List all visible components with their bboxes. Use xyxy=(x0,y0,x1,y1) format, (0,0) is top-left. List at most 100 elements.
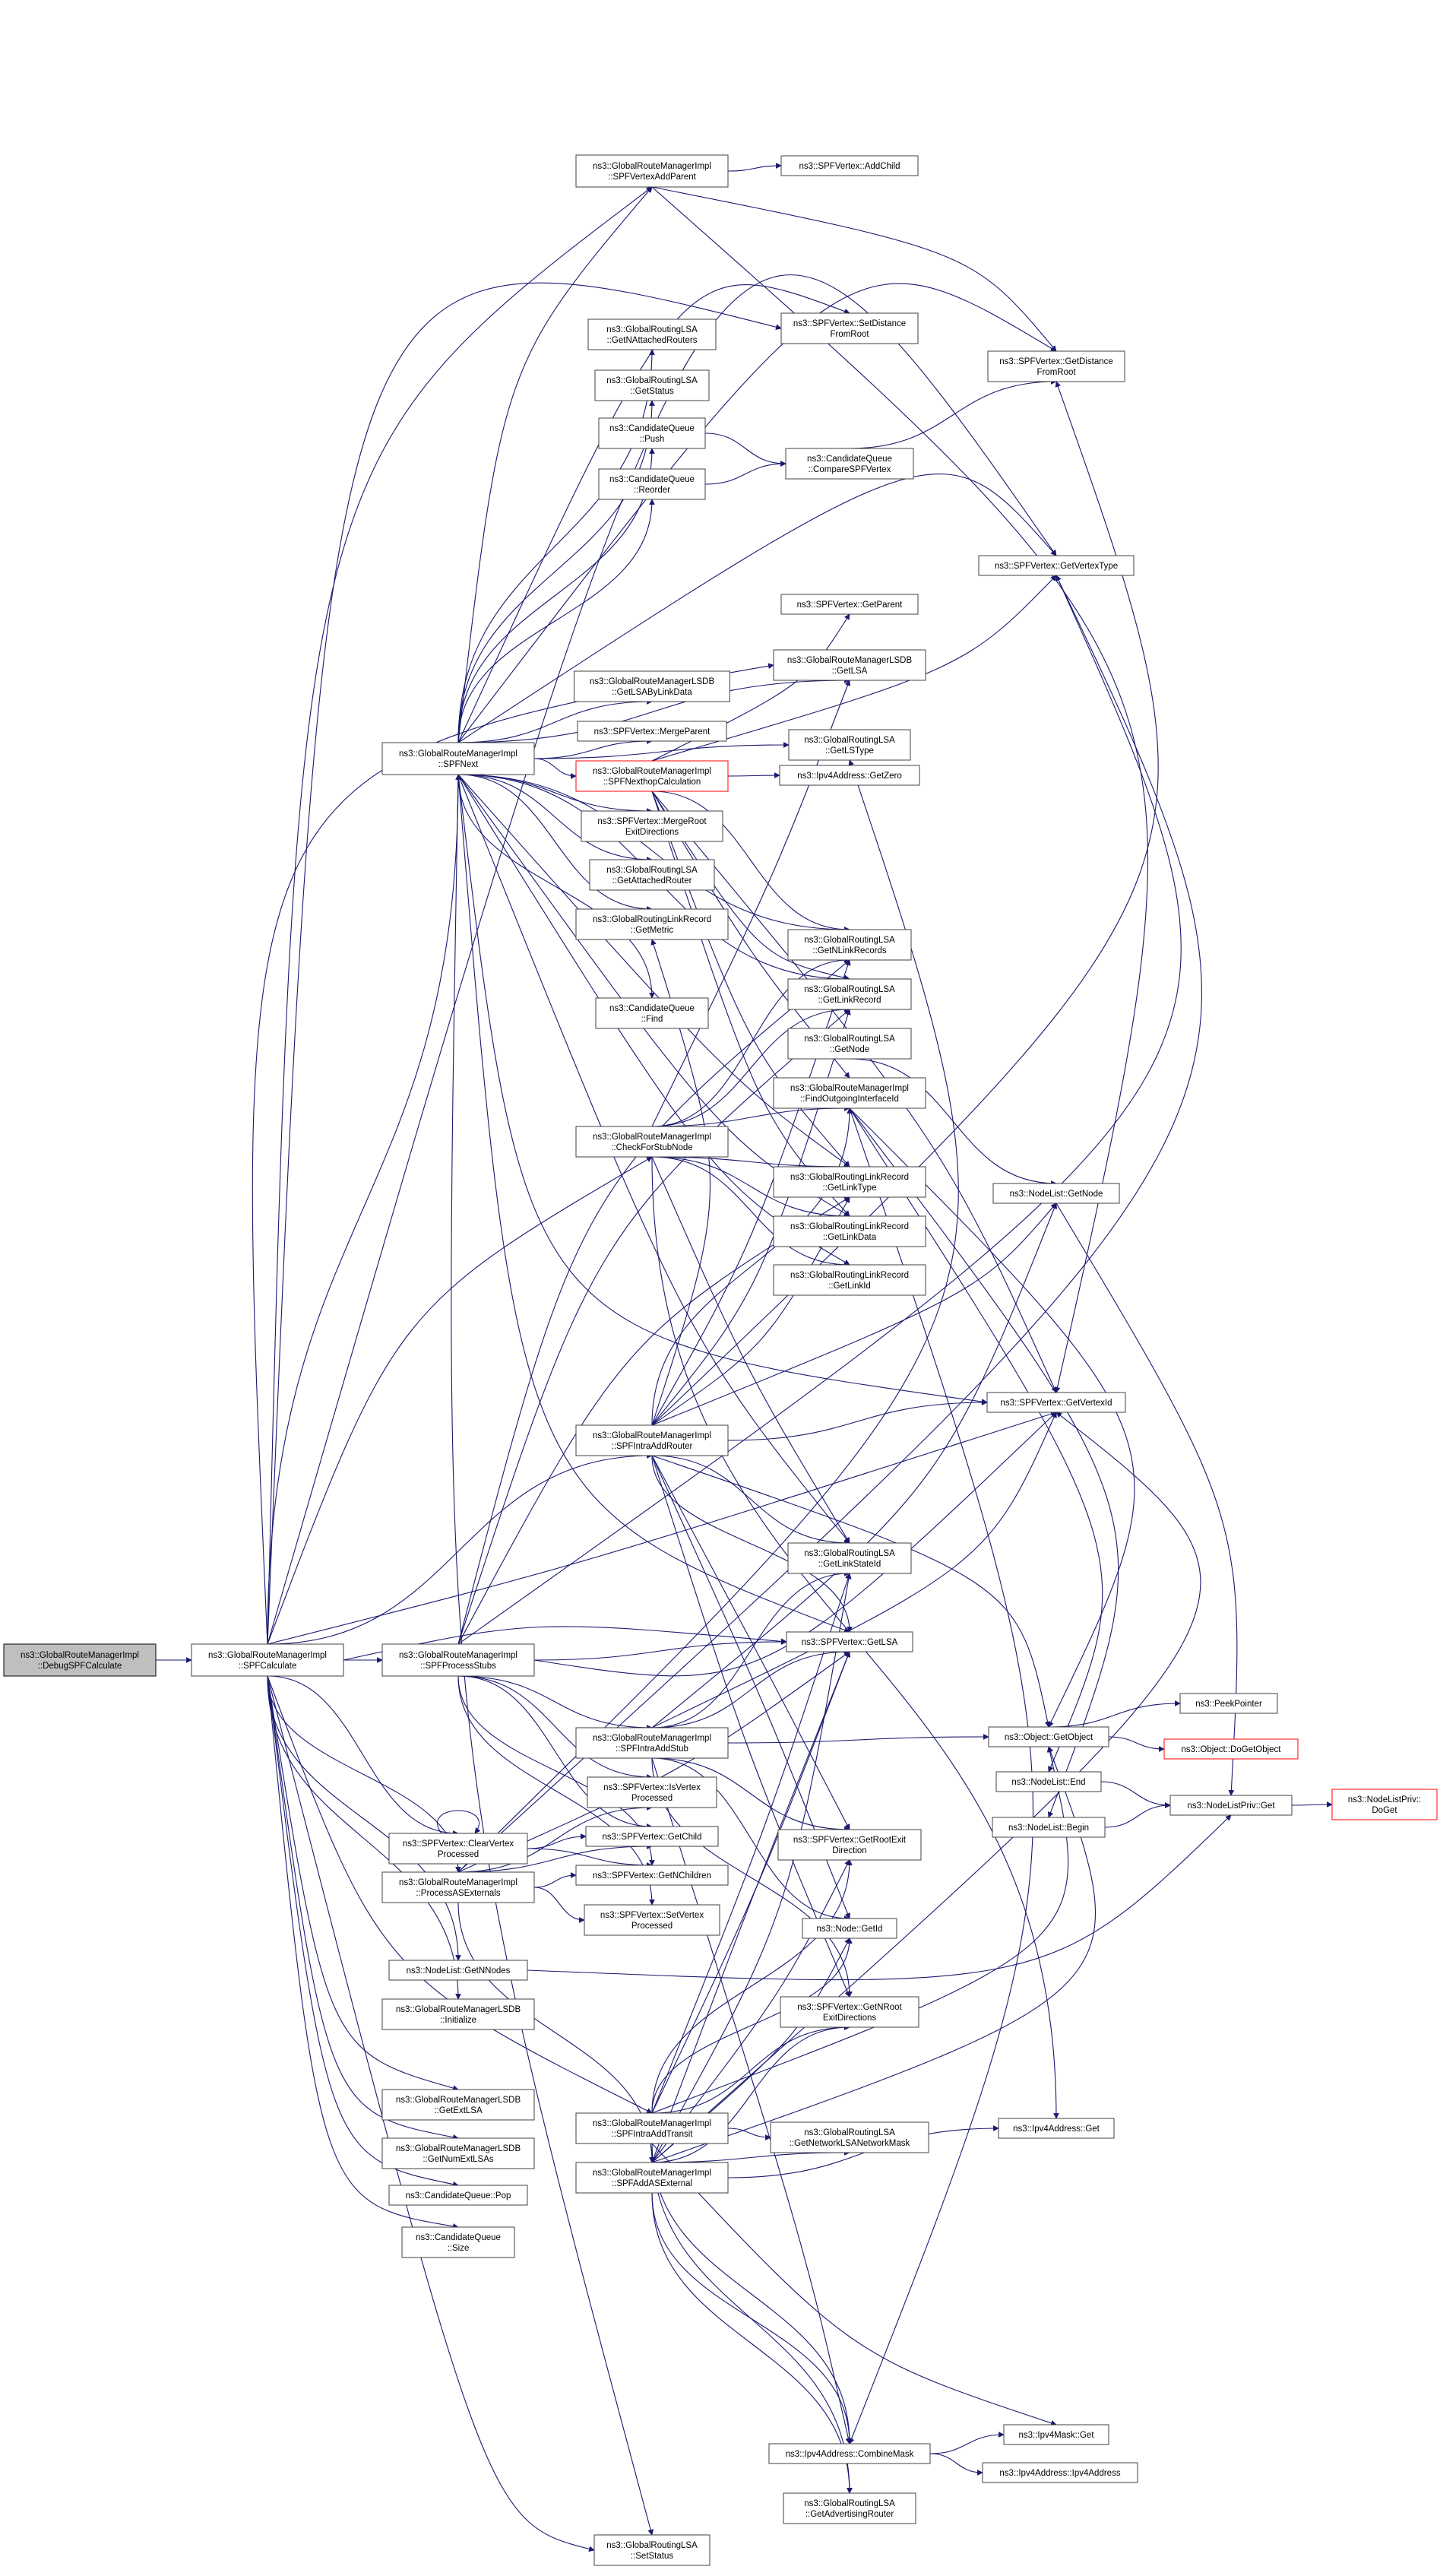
node-box-ipv4_get[interactable] xyxy=(998,2118,1115,2139)
node-object_do_get_object[interactable]: ns3::Object::DoGetObject xyxy=(1163,1738,1299,1760)
node-box-set_vertex_processed[interactable] xyxy=(584,1904,720,1936)
node-get_lsa_by_link_data[interactable]: ns3::GlobalRouteManagerLSDB::GetLSAByLin… xyxy=(574,670,730,702)
node-lsa_set_status[interactable]: ns3::GlobalRoutingLSA::SetStatus xyxy=(593,2534,711,2566)
node-get_network_lsa_network_mask[interactable]: ns3::GlobalRoutingLSA::GetNetworkLSANetw… xyxy=(770,2121,929,2153)
node-box-is_vertex_processed[interactable] xyxy=(587,1776,717,1808)
node-cq_push[interactable]: ns3::CandidateQueue::Push xyxy=(598,417,706,449)
node-get_n_attached_routers[interactable]: ns3::GlobalRoutingLSA::GetNAttachedRoute… xyxy=(587,318,717,350)
node-box-ipv4mask_get[interactable] xyxy=(1003,2424,1109,2445)
node-get_advertising_router[interactable]: ns3::GlobalRoutingLSA::GetAdvertisingRou… xyxy=(783,2492,916,2524)
node-nodelist_get_n_nodes[interactable]: ns3::NodeList::GetNNodes xyxy=(388,1960,528,1981)
node-ipv4_get[interactable]: ns3::Ipv4Address::Get xyxy=(998,2118,1115,2139)
node-cq_find[interactable]: ns3::CandidateQueue::Find xyxy=(595,997,709,1029)
node-box-get_advertising_router[interactable] xyxy=(783,2492,916,2524)
node-box-get_n_link_records[interactable] xyxy=(787,929,912,961)
node-box-spf_add_as_external[interactable] xyxy=(575,2162,729,2194)
node-get_link_record[interactable]: ns3::GlobalRoutingLSA::GetLinkRecord xyxy=(787,978,912,1010)
node-box-lsa_get_node[interactable] xyxy=(787,1028,912,1060)
node-nodelistpriv_get[interactable]: ns3::NodeListPriv::Get xyxy=(1169,1795,1293,1816)
node-get_n_children[interactable]: ns3::SPFVertex::GetNChildren xyxy=(575,1865,729,1886)
node-get_parent[interactable]: ns3::SPFVertex::GetParent xyxy=(780,594,919,615)
node-box-get_root_exit_direction[interactable] xyxy=(777,1829,922,1861)
node-box-find_outgoing_interface_id[interactable] xyxy=(773,1077,926,1109)
node-box-combine_mask[interactable] xyxy=(768,2443,931,2464)
node-box-nodelist_begin[interactable] xyxy=(992,1817,1106,1838)
node-box-get_status[interactable] xyxy=(594,369,710,401)
node-ipv4mask_get[interactable]: ns3::Ipv4Mask::Get xyxy=(1003,2424,1109,2445)
node-box-process_as_externals[interactable] xyxy=(381,1871,535,1903)
node-spf_process_stubs[interactable]: ns3::GlobalRouteManagerImpl::SPFProcessS… xyxy=(381,1643,535,1677)
node-nodelistpriv_do_get[interactable]: ns3::NodeListPriv::DoGet xyxy=(1331,1789,1438,1820)
node-box-merge_root_exit_directions[interactable] xyxy=(581,810,723,842)
node-box-get_attached_router[interactable] xyxy=(589,859,715,891)
node-get_child[interactable]: ns3::SPFVertex::GetChild xyxy=(585,1826,719,1847)
node-lsdb_get_lsa[interactable]: ns3::GlobalRouteManagerLSDB::GetLSA xyxy=(773,649,926,681)
node-box-spf_vertex_add_parent[interactable] xyxy=(575,154,729,188)
node-lsa_get_node[interactable]: ns3::GlobalRoutingLSA::GetNode xyxy=(787,1028,912,1060)
node-box-spf_intra_add_transit[interactable] xyxy=(575,2112,729,2144)
node-spfv_get_lsa[interactable]: ns3::SPFVertex::GetLSA xyxy=(786,1631,913,1652)
node-find_outgoing_interface_id[interactable]: ns3::GlobalRouteManagerImpl::FindOutgoin… xyxy=(773,1077,926,1109)
node-box-nodelist_get_n_nodes[interactable] xyxy=(388,1960,528,1981)
node-box-nodelistpriv_do_get[interactable] xyxy=(1331,1789,1438,1820)
node-lr_get_metric[interactable]: ns3::GlobalRoutingLinkRecord::GetMetric xyxy=(575,908,729,940)
node-cq_size[interactable]: ns3::CandidateQueue::Size xyxy=(401,2226,515,2258)
node-process_as_externals[interactable]: ns3::GlobalRouteManagerImpl::ProcessASEx… xyxy=(381,1871,535,1903)
node-spf_nexthop_calculation[interactable]: ns3::GlobalRouteManagerImpl::SPFNexthopC… xyxy=(575,760,729,792)
node-box-object_get_object[interactable] xyxy=(988,1726,1109,1747)
node-spf_intra_add_transit[interactable]: ns3::GlobalRouteManagerImpl::SPFIntraAdd… xyxy=(575,2112,729,2144)
node-box-spf_calculate[interactable] xyxy=(191,1643,344,1677)
node-box-lr_get_link_type[interactable] xyxy=(773,1166,926,1198)
node-box-spfv_get_lsa[interactable] xyxy=(786,1631,913,1652)
node-lsdb_get_ext_lsa[interactable]: ns3::GlobalRouteManagerLSDB::GetExtLSA xyxy=(381,2089,535,2121)
node-get_link_state_id[interactable]: ns3::GlobalRoutingLSA::GetLinkStateId xyxy=(787,1542,912,1574)
node-box-spf_next[interactable] xyxy=(381,742,535,775)
node-lsdb_initialize[interactable]: ns3::GlobalRouteManagerLSDB::Initialize xyxy=(381,1998,535,2030)
node-box-merge_parent[interactable] xyxy=(577,721,727,742)
node-nodelist_get_node[interactable]: ns3::NodeList::GetNode xyxy=(992,1183,1120,1204)
node-peek_pointer[interactable]: ns3::PeekPointer xyxy=(1179,1693,1278,1714)
node-box-lsdb_get_ext_lsa[interactable] xyxy=(381,2089,535,2121)
node-box-get_n_children[interactable] xyxy=(575,1865,729,1886)
node-box-ipv4_ctor[interactable] xyxy=(982,2462,1138,2483)
node-box-lr_get_metric[interactable] xyxy=(575,908,729,940)
node-spf_add_as_external[interactable]: ns3::GlobalRouteManagerImpl::SPFAddASExt… xyxy=(575,2162,729,2194)
node-get_ls_type[interactable]: ns3::GlobalRoutingLSA::GetLSType xyxy=(788,729,911,761)
node-check_for_stub_node[interactable]: ns3::GlobalRouteManagerImpl::CheckForStu… xyxy=(575,1126,729,1158)
node-cq_pop[interactable]: ns3::CandidateQueue::Pop xyxy=(388,2185,528,2206)
node-compare_spf_vertex[interactable]: ns3::CandidateQueue::CompareSPFVertex xyxy=(785,448,914,480)
node-ipv4_ctor[interactable]: ns3::Ipv4Address::Ipv4Address xyxy=(982,2462,1138,2483)
node-box-add_child[interactable] xyxy=(780,155,919,176)
node-get_attached_router[interactable]: ns3::GlobalRoutingLSA::GetAttachedRouter xyxy=(589,859,715,891)
node-cq_reorder[interactable]: ns3::CandidateQueue::Reorder xyxy=(598,468,706,500)
node-box-nodelistpriv_get[interactable] xyxy=(1169,1795,1293,1816)
node-box-peek_pointer[interactable] xyxy=(1179,1693,1278,1714)
node-box-get_ls_type[interactable] xyxy=(788,729,911,761)
node-box-get_link_state_id[interactable] xyxy=(787,1542,912,1574)
node-box-get_n_root_exit_directions[interactable] xyxy=(780,1996,919,2028)
node-box-get_network_lsa_network_mask[interactable] xyxy=(770,2121,929,2153)
node-box-set_distance_from_root[interactable] xyxy=(780,312,919,344)
node-box-get_parent[interactable] xyxy=(780,594,919,615)
node-spf_vertex_add_parent[interactable]: ns3::GlobalRouteManagerImpl::SPFVertexAd… xyxy=(575,154,729,188)
node-get_zero[interactable]: ns3::Ipv4Address::GetZero xyxy=(779,765,920,786)
node-box-cq_pop[interactable] xyxy=(388,2185,528,2206)
node-box-lsa_set_status[interactable] xyxy=(593,2534,711,2566)
node-debug_spf_calculate[interactable]: ns3::GlobalRouteManagerImpl::DebugSPFCal… xyxy=(3,1643,157,1677)
node-lr_get_link_id[interactable]: ns3::GlobalRoutingLinkRecord::GetLinkId xyxy=(773,1264,926,1296)
node-box-cq_push[interactable] xyxy=(598,417,706,449)
node-box-get_zero[interactable] xyxy=(779,765,920,786)
node-box-lsdb_get_num_ext_lsas[interactable] xyxy=(381,2137,535,2169)
node-box-get_n_attached_routers[interactable] xyxy=(587,318,717,350)
node-box-get_distance_from_root[interactable] xyxy=(987,350,1125,382)
node-object_get_object[interactable]: ns3::Object::GetObject xyxy=(988,1726,1109,1747)
node-box-get_vertex_id[interactable] xyxy=(986,1392,1126,1413)
node-box-node_get_id[interactable] xyxy=(802,1918,897,1939)
node-combine_mask[interactable]: ns3::Ipv4Address::CombineMask xyxy=(768,2443,931,2464)
node-box-cq_find[interactable] xyxy=(595,997,709,1029)
node-box-lr_get_link_id[interactable] xyxy=(773,1264,926,1296)
